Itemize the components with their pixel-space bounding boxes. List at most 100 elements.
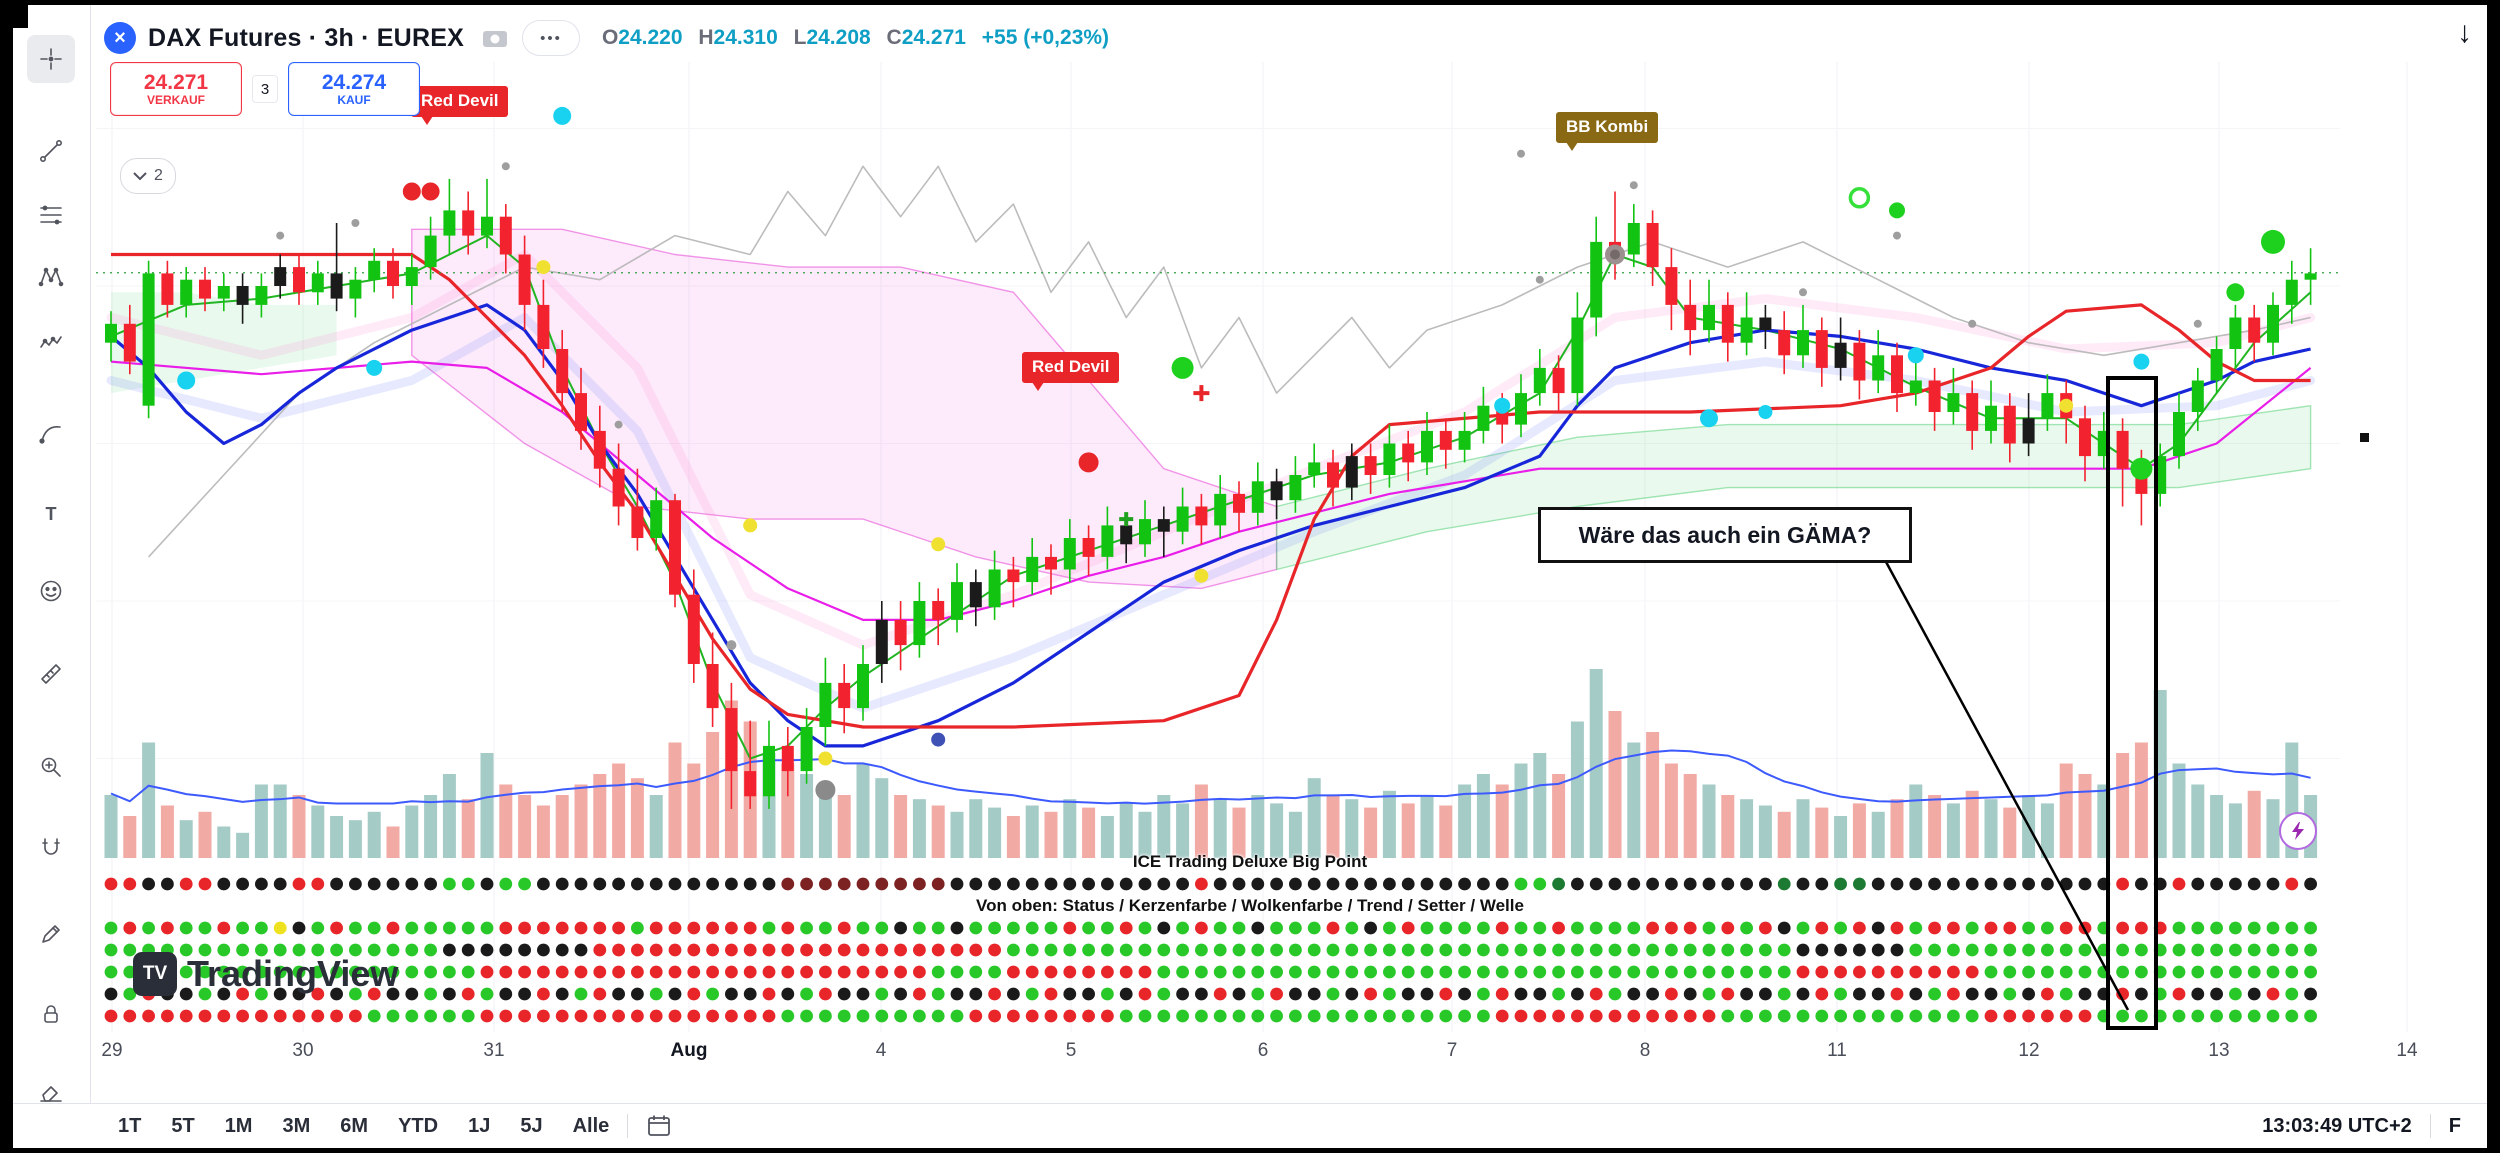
scale-letter[interactable]: F bbox=[2448, 1114, 2461, 1137]
grid-layer bbox=[96, 62, 2408, 1032]
tool-lock-icon[interactable] bbox=[27, 990, 75, 1038]
tool-zoom-icon[interactable] bbox=[27, 743, 75, 791]
tool-pencil-icon[interactable] bbox=[27, 910, 75, 958]
range-button-1t[interactable]: 1T bbox=[118, 1114, 142, 1137]
bb-kombi-badge[interactable]: BB Kombi bbox=[1556, 112, 1659, 151]
frame-bottom bbox=[0, 1148, 2500, 1153]
pencil-icon bbox=[42, 925, 60, 943]
tool-eraser-icon[interactable] bbox=[27, 1067, 75, 1115]
range-button-alle[interactable]: Alle bbox=[572, 1114, 610, 1137]
frame-left bbox=[0, 0, 13, 1153]
frame-corner bbox=[0, 0, 28, 28]
badge-pointer bbox=[1566, 142, 1578, 151]
volume-layer bbox=[104, 669, 2318, 858]
range-button-5t[interactable]: 5T bbox=[171, 1114, 195, 1137]
buy-price: 24.274 bbox=[321, 70, 387, 94]
symbol-close-button[interactable]: × bbox=[104, 22, 136, 54]
badge-pointer bbox=[421, 116, 433, 125]
trade-widget: 24.271 VERKAUF 3 24.274 KAUF bbox=[110, 62, 420, 116]
time-axis-label: 8 bbox=[1639, 1040, 1651, 1061]
ohlc-readout: O24.220 H24.310 L24.208 C24.271 +55 (+0,… bbox=[602, 26, 1119, 50]
lock-icon bbox=[44, 1005, 58, 1023]
bottom-toolbar: 1T 5T 1M 3M 6M YTD 1J 5J Alle 13:03:49 UTC+2 F bbox=[13, 1103, 2487, 1148]
tool-fib-lines-icon[interactable] bbox=[27, 191, 75, 239]
tool-crosshair-icon[interactable] bbox=[27, 35, 75, 83]
range-buttons: 1T 5T 1M 3M 6M YTD 1J 5J Alle bbox=[118, 1115, 609, 1138]
download-icon[interactable]: ↓ bbox=[2457, 16, 2472, 49]
badge-label: Red Devil bbox=[1032, 357, 1110, 376]
divider bbox=[627, 1114, 629, 1138]
high-label: H bbox=[698, 26, 714, 49]
range-button-1j[interactable]: 1J bbox=[468, 1114, 491, 1137]
tool-text-icon[interactable]: T bbox=[27, 490, 75, 538]
time-axis-label: 11 bbox=[1827, 1040, 1847, 1061]
text-icon: T bbox=[46, 504, 57, 524]
red-devil-badge-2[interactable]: Red Devil bbox=[1022, 352, 1120, 391]
tradingview-logo: TV bbox=[133, 952, 177, 996]
stray-square-marker bbox=[2360, 433, 2369, 442]
sell-button[interactable]: 24.271 VERKAUF bbox=[110, 62, 242, 116]
clock-area: 13:03:49 UTC+2 F bbox=[2262, 1114, 2461, 1138]
boost-button[interactable] bbox=[2279, 812, 2317, 850]
high-value: 24.310 bbox=[713, 26, 778, 49]
session-time[interactable]: 13:03:49 UTC+2 bbox=[2262, 1114, 2412, 1137]
fast-green-ma bbox=[110, 234, 2312, 760]
annotations-layer bbox=[1883, 376, 2369, 1030]
range-button-5j[interactable]: 5J bbox=[520, 1114, 543, 1137]
band-layer bbox=[106, 250, 2316, 713]
time-axis-label: 5 bbox=[1065, 1040, 1077, 1061]
time-axis[interactable]: 29 30 31 Aug 4 5 6 7 8 11 12 13 14 bbox=[0, 1040, 2500, 1070]
range-button-1m[interactable]: 1M bbox=[224, 1114, 253, 1137]
eraser-icon bbox=[40, 1086, 62, 1102]
annotation-pointer-line bbox=[1883, 559, 2130, 1011]
spread-value: 3 bbox=[252, 75, 278, 103]
range-button-ytd[interactable]: YTD bbox=[398, 1114, 439, 1137]
range-button-3m[interactable]: 3M bbox=[282, 1114, 311, 1137]
indicators-collapse-button[interactable]: 2 bbox=[120, 158, 176, 194]
low-label: L bbox=[793, 26, 807, 49]
close-icon: × bbox=[114, 26, 126, 49]
tool-trend-line-icon[interactable] bbox=[27, 127, 75, 175]
range-button-6m[interactable]: 6M bbox=[340, 1114, 369, 1137]
time-axis-label: 13 bbox=[2208, 1040, 2230, 1061]
tool-emoji-icon[interactable] bbox=[27, 567, 75, 615]
magnet-icon bbox=[42, 838, 60, 855]
tool-brush-icon[interactable] bbox=[27, 410, 75, 458]
tradingview-wordmark: TradingView bbox=[187, 953, 399, 994]
more-options-button[interactable]: ••• bbox=[521, 20, 580, 56]
chevron-down-icon bbox=[133, 171, 147, 180]
annotation-note[interactable]: Wäre das auch ein GÄMA? bbox=[1538, 507, 1912, 563]
red-devil-badge-1[interactable]: Red Devil bbox=[411, 86, 509, 125]
tool-magnet-icon[interactable] bbox=[27, 825, 75, 873]
time-axis-label: 4 bbox=[875, 1040, 887, 1061]
time-axis-label: 12 bbox=[2018, 1040, 2040, 1061]
time-axis-label: Aug bbox=[670, 1040, 708, 1061]
annotation-text: Wäre das auch ein GÄMA? bbox=[1578, 521, 1872, 548]
tool-wave-icon[interactable] bbox=[27, 320, 75, 368]
time-axis-label: 6 bbox=[1257, 1040, 1269, 1061]
buy-button[interactable]: 24.274 KAUF bbox=[288, 62, 420, 116]
zoom-icon bbox=[41, 757, 61, 777]
frame-top bbox=[0, 0, 2500, 5]
time-axis-label: 29 bbox=[101, 1040, 123, 1061]
change-value: +55 (+0,23%) bbox=[981, 26, 1110, 49]
xabcd-pattern-icon bbox=[38, 267, 64, 287]
time-axis-label: 14 bbox=[2396, 1040, 2418, 1061]
candles-layer bbox=[105, 178, 2317, 809]
chart-header: × DAX Futures · 3h · EUREX ••• O24.220 H… bbox=[104, 14, 1119, 62]
close-label: C bbox=[886, 26, 902, 49]
drawing-toolbar: T bbox=[13, 5, 91, 1148]
highlight-rectangle bbox=[2106, 376, 2158, 1030]
open-label: O bbox=[601, 26, 619, 49]
divider bbox=[2429, 1114, 2431, 1138]
symbol-title[interactable]: DAX Futures · 3h · EUREX bbox=[148, 23, 464, 52]
low-value: 24.208 bbox=[806, 26, 871, 49]
go-to-date-button[interactable] bbox=[646, 1113, 672, 1139]
camera-icon[interactable] bbox=[482, 27, 508, 49]
lightning-icon bbox=[2292, 822, 2304, 840]
tool-ruler-icon[interactable] bbox=[27, 650, 75, 698]
tool-xabcd-pattern-icon[interactable] bbox=[27, 253, 75, 301]
badge-label: BB Kombi bbox=[1566, 117, 1649, 136]
volume-ma-line bbox=[110, 749, 2311, 805]
